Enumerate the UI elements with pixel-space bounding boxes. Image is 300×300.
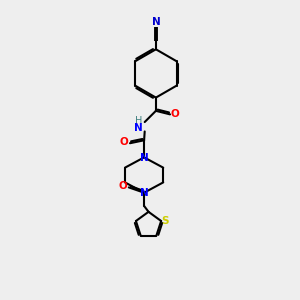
Text: N: N [134,123,142,133]
Text: H: H [134,116,142,126]
Text: N: N [152,17,160,27]
Text: N: N [140,153,148,163]
Text: O: O [120,137,128,147]
Text: N: N [140,188,148,198]
Text: S: S [161,216,168,226]
Text: O: O [171,110,180,119]
Text: O: O [118,181,127,191]
